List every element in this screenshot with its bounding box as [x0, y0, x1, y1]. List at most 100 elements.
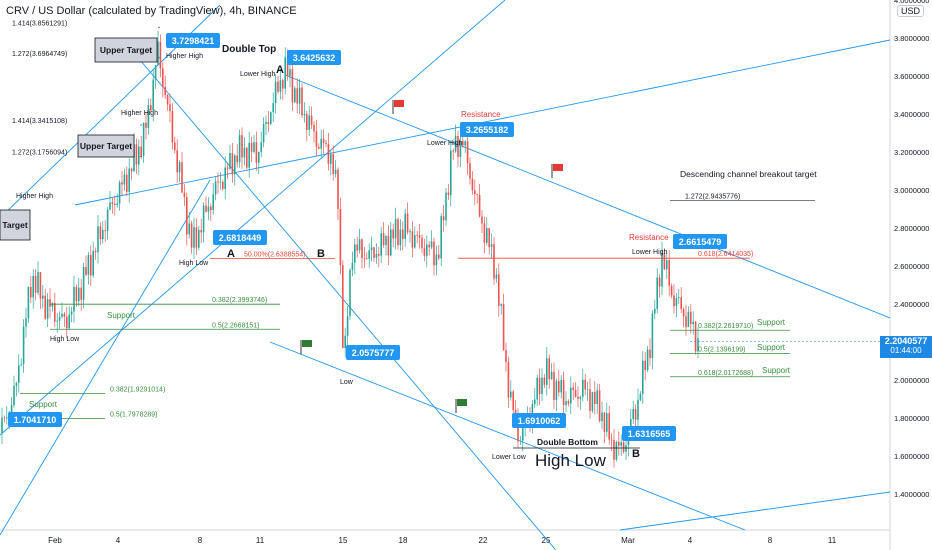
- fib-level-label: 0.618(2.0172688): [698, 370, 753, 377]
- candle-body: [212, 194, 214, 211]
- candle-body: [656, 277, 658, 309]
- candle-body: [349, 269, 351, 317]
- candle-body: [63, 313, 66, 317]
- fib-level-label: 1.272(2.9435776): [685, 194, 740, 201]
- candle-body: [222, 181, 224, 189]
- candle-body: [366, 258, 368, 260]
- candle-body: [346, 316, 349, 336]
- candle-body: [85, 266, 87, 275]
- last-price-tag: 2.2040577: [880, 336, 932, 346]
- candle-body: [678, 297, 680, 299]
- candle-body: [25, 318, 27, 327]
- candle-body: [291, 69, 294, 103]
- double-top-label: Double Top: [222, 44, 276, 55]
- candle-body: [368, 250, 370, 259]
- candle-body: [207, 206, 210, 212]
- candle-body: [490, 244, 493, 248]
- candle-body: [433, 241, 435, 266]
- x-tick-label: 4: [116, 536, 121, 545]
- candle-body: [481, 216, 483, 224]
- candle-body: [248, 142, 250, 168]
- trend-line: [284, 74, 891, 319]
- price-callout-label: 1.6910062: [518, 416, 561, 426]
- x-tick-label: 22: [479, 536, 488, 545]
- candle-body: [236, 155, 238, 163]
- candle-body: [378, 253, 380, 256]
- candle-body: [622, 442, 625, 452]
- candle-body: [277, 81, 279, 92]
- price-callout: [346, 345, 400, 360]
- y-tick-label: 3.6000000: [894, 72, 929, 81]
- point-a-label: A: [227, 248, 235, 260]
- candle-body: [570, 387, 572, 404]
- candle-body: [44, 295, 46, 319]
- candle-body: [517, 416, 519, 442]
- candle-body: [306, 113, 308, 130]
- candle-body: [680, 297, 682, 310]
- candle-body: [214, 181, 217, 195]
- candle-body: [442, 216, 445, 221]
- candle-body: [246, 147, 248, 168]
- candle-body: [603, 412, 606, 432]
- candle-body: [116, 203, 118, 205]
- candle-body: [138, 146, 140, 165]
- currency-badge[interactable]: USD: [896, 5, 924, 17]
- x-tick-label: Mar: [621, 536, 635, 545]
- candle-body: [534, 399, 536, 405]
- candle-body: [610, 439, 613, 441]
- candle-body: [22, 326, 25, 365]
- candle-body: [608, 413, 610, 440]
- candle-body: [418, 235, 421, 238]
- candle-body: [404, 213, 406, 239]
- candle-body: [546, 358, 548, 385]
- price-callout-label: 2.6818449: [219, 233, 262, 243]
- candle-body: [260, 142, 262, 152]
- candle-body: [416, 235, 418, 236]
- candle-body: [142, 122, 145, 156]
- candle-body: [32, 275, 34, 298]
- candle-body: [409, 231, 411, 233]
- fib-level-label: 1.414(3.3415108): [12, 118, 67, 125]
- support-label: Support: [757, 343, 786, 352]
- candle-body: [128, 168, 130, 192]
- candle-body: [562, 380, 565, 406]
- price-callout-label: 3.7298421: [172, 36, 215, 46]
- x-tick-label: 11: [256, 536, 265, 545]
- candle-body: [493, 244, 495, 279]
- candle-body: [178, 162, 181, 173]
- candle-body: [234, 155, 236, 175]
- candle-body: [507, 362, 510, 398]
- candle-body: [579, 396, 582, 399]
- candle-body: [387, 235, 390, 256]
- candle-body: [358, 239, 361, 251]
- candle-body: [454, 135, 457, 152]
- candle-body: [6, 417, 8, 419]
- candle-body: [56, 320, 58, 322]
- candle-body: [262, 124, 265, 143]
- low-label: Low: [340, 379, 354, 386]
- candle-body: [536, 377, 538, 400]
- candle-body: [423, 248, 426, 256]
- candle-body: [426, 244, 428, 256]
- price-callout: [8, 412, 62, 427]
- candle-body: [438, 254, 440, 259]
- candle-body: [462, 141, 464, 146]
- target-label: Target: [2, 220, 28, 230]
- candle-body: [661, 253, 663, 287]
- candle-body: [274, 81, 277, 104]
- price-callout-label: 1.6316565: [628, 429, 671, 439]
- candle-body: [447, 192, 450, 196]
- candle-body: [390, 229, 392, 256]
- candle-body: [649, 349, 651, 359]
- candle-body: [315, 131, 318, 147]
- candle-body: [174, 142, 176, 151]
- candle-body: [133, 144, 135, 172]
- higher-high-label: Higher High: [16, 193, 53, 200]
- x-tick-label: 15: [339, 536, 348, 545]
- candle-body: [450, 150, 452, 196]
- fib-level-label: 0.382(1.9291014): [110, 386, 165, 393]
- candle-body: [298, 87, 301, 104]
- candle-body: [356, 244, 358, 251]
- candle-body: [130, 168, 133, 172]
